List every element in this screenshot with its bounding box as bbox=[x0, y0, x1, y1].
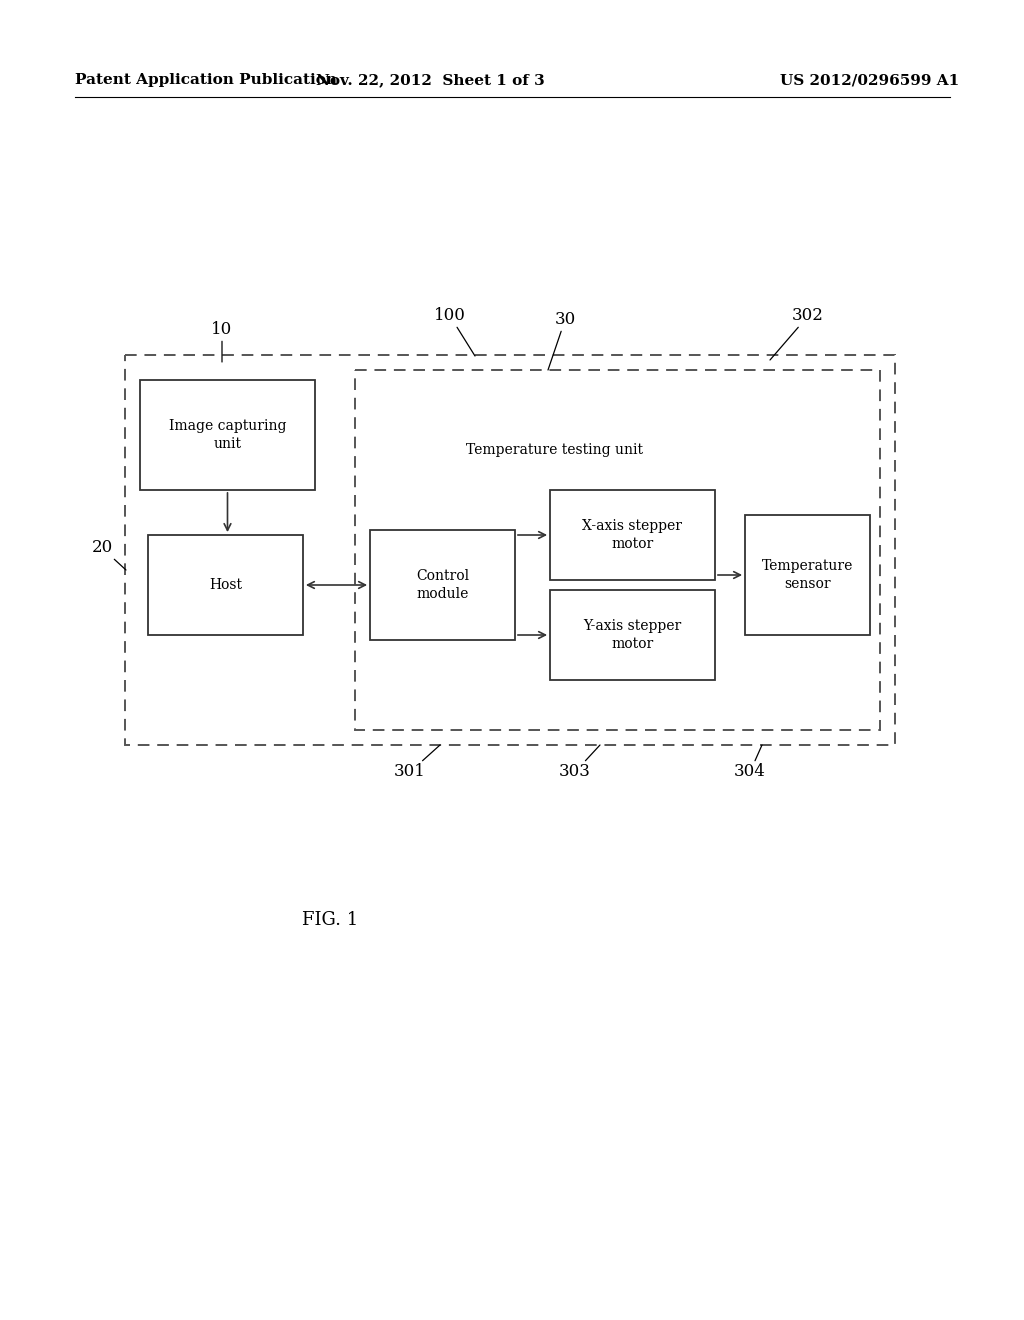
Bar bbox=[355, 370, 880, 730]
Bar bbox=[745, 515, 870, 635]
Text: Image capturing
unit: Image capturing unit bbox=[169, 418, 287, 451]
Text: Temperature
sensor: Temperature sensor bbox=[762, 558, 853, 591]
Text: US 2012/0296599 A1: US 2012/0296599 A1 bbox=[780, 73, 959, 87]
Text: 304: 304 bbox=[734, 744, 766, 780]
Text: Host: Host bbox=[209, 578, 242, 591]
Text: Y-axis stepper
motor: Y-axis stepper motor bbox=[584, 619, 682, 651]
Text: 100: 100 bbox=[434, 308, 475, 356]
Text: X-axis stepper
motor: X-axis stepper motor bbox=[583, 519, 683, 552]
Bar bbox=[370, 531, 515, 640]
Bar bbox=[550, 490, 715, 579]
Text: FIG. 1: FIG. 1 bbox=[302, 911, 358, 929]
Text: 10: 10 bbox=[211, 322, 232, 362]
Text: 20: 20 bbox=[91, 540, 126, 570]
Bar bbox=[125, 355, 895, 744]
Bar bbox=[550, 590, 715, 680]
Text: 303: 303 bbox=[559, 744, 600, 780]
Text: 30: 30 bbox=[548, 312, 575, 370]
Text: Temperature testing unit: Temperature testing unit bbox=[467, 444, 643, 457]
Text: Patent Application Publication: Patent Application Publication bbox=[75, 73, 337, 87]
Text: Control
module: Control module bbox=[416, 569, 469, 601]
Bar bbox=[148, 535, 303, 635]
Text: Nov. 22, 2012  Sheet 1 of 3: Nov. 22, 2012 Sheet 1 of 3 bbox=[315, 73, 545, 87]
Bar bbox=[140, 380, 315, 490]
Text: 301: 301 bbox=[394, 744, 440, 780]
Text: 302: 302 bbox=[770, 308, 824, 360]
